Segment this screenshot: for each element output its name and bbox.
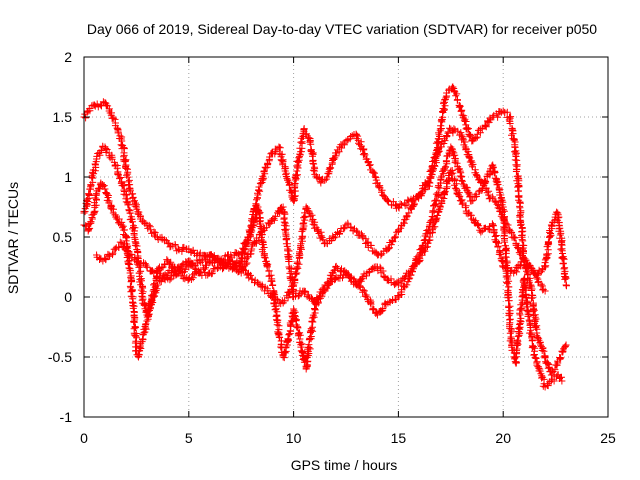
x-tick-label: 10 xyxy=(286,430,302,446)
y-axis-label: SDTVAR / TECUs xyxy=(5,182,21,294)
chart-title: Day 066 of 2019, Sidereal Day-to-day VTE… xyxy=(87,21,597,37)
series-track-d xyxy=(93,167,549,307)
data-points xyxy=(80,83,570,391)
y-tick-label: -0.5 xyxy=(48,349,72,365)
y-tick-label: 2 xyxy=(64,49,72,65)
x-tick-label: 5 xyxy=(185,430,193,446)
y-tick-label: 1.5 xyxy=(53,109,73,125)
axes: 0 5 10 15 20 25 -1 -0.5 0 0.5 1 1.5 2 xyxy=(48,49,616,446)
x-axis-label: GPS time / hours xyxy=(291,457,398,473)
x-tick-label: 25 xyxy=(600,430,616,446)
point-markers xyxy=(93,167,549,307)
y-tick-label: 1 xyxy=(64,169,72,185)
x-tick-label: 20 xyxy=(495,430,511,446)
x-tick-label: 0 xyxy=(80,430,88,446)
y-tick-label: 0 xyxy=(64,289,72,305)
y-tick-label: 0.5 xyxy=(53,229,73,245)
x-tick-label: 15 xyxy=(391,430,407,446)
y-tick-label: -1 xyxy=(60,409,73,425)
